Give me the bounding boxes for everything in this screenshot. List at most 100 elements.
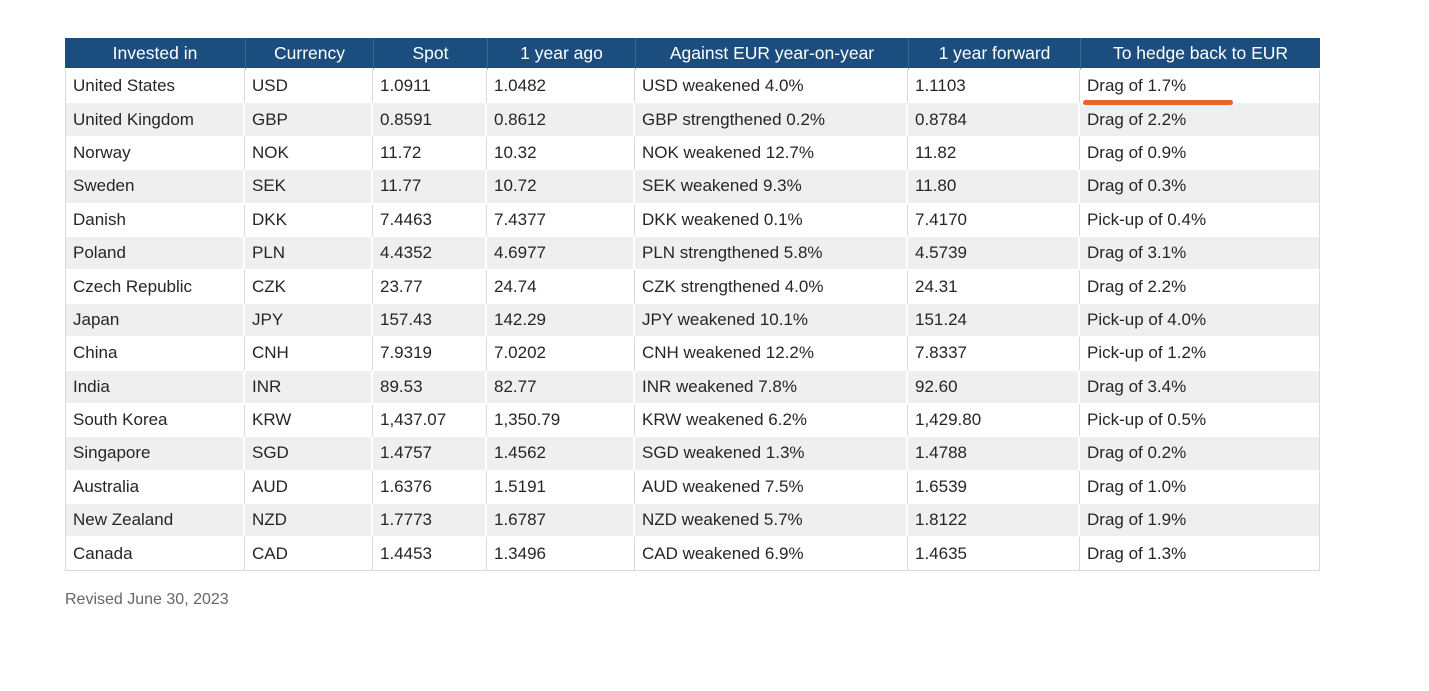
cell-to-hedge-back-to-eur: Drag of 0.2%	[1080, 437, 1320, 471]
column-header-invested-in: Invested in	[65, 38, 245, 70]
table-header-row: Invested in Currency Spot 1 year ago Aga…	[65, 38, 1320, 70]
cell-to-hedge-back-to-eur: Drag of 1.9%	[1080, 504, 1320, 538]
cell-one-year-forward: 4.5739	[908, 236, 1080, 271]
cell-invested-in: Japan	[65, 303, 245, 338]
cell-against-eur-yoy: INR weakened 7.8%	[635, 370, 908, 404]
cell-against-eur-yoy: SEK weakened 9.3%	[635, 170, 908, 204]
cell-one-year-forward: 7.8337	[908, 337, 1080, 371]
cell-invested-in: Australia	[65, 470, 245, 505]
cell-one-year-ago: 142.29	[487, 303, 635, 338]
table-row-japan: Japan JPY 157.43 142.29 JPY weakened 10.1% 15…	[65, 303, 1320, 338]
cell-currency: KRW	[245, 403, 373, 438]
cell-invested-in: China	[65, 337, 245, 371]
cell-one-year-forward: 0.8784	[908, 103, 1080, 137]
cell-currency: JPY	[245, 303, 373, 338]
cell-one-year-forward: 1,429.80	[908, 403, 1080, 438]
table-row-india: India INR 89.53 82.77 INR weakened 7.8% 92.60…	[65, 370, 1320, 404]
cell-against-eur-yoy: SGD weakened 1.3%	[635, 437, 908, 471]
cell-against-eur-yoy: CNH weakened 12.2%	[635, 337, 908, 371]
cell-one-year-ago: 1,350.79	[487, 403, 635, 438]
cell-invested-in: South Korea	[65, 403, 245, 438]
cell-currency: AUD	[245, 470, 373, 505]
cell-invested-in: Poland	[65, 236, 245, 271]
cell-currency: SGD	[245, 437, 373, 471]
cell-to-hedge-back-to-eur: Pick-up of 0.5%	[1080, 403, 1320, 438]
cell-one-year-forward: 1.4635	[908, 537, 1080, 571]
cell-one-year-ago: 10.72	[487, 170, 635, 204]
cell-invested-in: New Zealand	[65, 504, 245, 538]
cell-currency: INR	[245, 370, 373, 404]
cell-spot: 7.9319	[373, 337, 487, 371]
table-row-canada: Canada CAD 1.4453 1.3496 CAD weakened 6.9% 1.…	[65, 537, 1320, 571]
cell-invested-in: Sweden	[65, 170, 245, 204]
cell-one-year-forward: 24.31	[908, 270, 1080, 304]
cell-spot: 1.0911	[373, 70, 487, 104]
cell-spot: 11.72	[373, 136, 487, 171]
cell-one-year-forward: 151.24	[908, 303, 1080, 338]
cell-one-year-ago: 1.3496	[487, 537, 635, 571]
cell-currency: CAD	[245, 537, 373, 571]
cell-against-eur-yoy: CZK strengthened 4.0%	[635, 270, 908, 304]
cell-one-year-ago: 1.5191	[487, 470, 635, 505]
cell-one-year-forward: 1.1103	[908, 70, 1080, 104]
cell-one-year-ago: 7.0202	[487, 337, 635, 371]
cell-currency: DKK	[245, 203, 373, 237]
cell-currency: GBP	[245, 103, 373, 137]
drag-highlight-underline-annotation	[1083, 100, 1233, 105]
cell-spot: 1.4453	[373, 537, 487, 571]
cell-spot: 23.77	[373, 270, 487, 304]
table-row-united-states: United States USD 1.0911 1.0482 USD weakened…	[65, 70, 1320, 104]
cell-spot: 1.7773	[373, 504, 487, 538]
cell-invested-in: Czech Republic	[65, 270, 245, 304]
cell-against-eur-yoy: DKK weakened 0.1%	[635, 203, 908, 237]
cell-to-hedge-back-to-eur: Drag of 1.3%	[1080, 537, 1320, 571]
table-row-czech-republic: Czech Republic CZK 23.77 24.74 CZK strengthe…	[65, 270, 1320, 304]
revised-date-note: Revised June 30, 2023	[65, 591, 229, 608]
cell-one-year-ago: 1.6787	[487, 504, 635, 538]
fx-hedging-table: Invested in Currency Spot 1 year ago Aga…	[65, 38, 1320, 571]
cell-against-eur-yoy: GBP strengthened 0.2%	[635, 103, 908, 137]
cell-one-year-ago: 10.32	[487, 136, 635, 171]
column-header-spot: Spot	[373, 38, 487, 70]
table-row-australia: Australia AUD 1.6376 1.5191 AUD weakened 7.5…	[65, 470, 1320, 505]
cell-one-year-ago: 1.0482	[487, 70, 635, 104]
cell-to-hedge-back-to-eur: Pick-up of 0.4%	[1080, 203, 1320, 237]
table-row-poland: Poland PLN 4.4352 4.6977 PLN strengthened 5.…	[65, 236, 1320, 271]
cell-currency: NZD	[245, 504, 373, 538]
cell-to-hedge-back-to-eur: Pick-up of 1.2%	[1080, 337, 1320, 371]
cell-currency: SEK	[245, 170, 373, 204]
cell-to-hedge-back-to-eur: Drag of 0.9%	[1080, 136, 1320, 171]
cell-spot: 1.4757	[373, 437, 487, 471]
cell-invested-in: Singapore	[65, 437, 245, 471]
cell-invested-in: Danish	[65, 203, 245, 237]
cell-spot: 89.53	[373, 370, 487, 404]
column-header-1-year-forward: 1 year forward	[908, 38, 1080, 70]
table-row-new-zealand: New Zealand NZD 1.7773 1.6787 NZD weakened 5…	[65, 504, 1320, 538]
cell-to-hedge-back-to-eur: Drag of 0.3%	[1080, 170, 1320, 204]
table-row-singapore: Singapore SGD 1.4757 1.4562 SGD weakened 1.3…	[65, 437, 1320, 471]
cell-to-hedge-back-to-eur: Drag of 2.2%	[1080, 270, 1320, 304]
cell-to-hedge-back-to-eur: Drag of 3.4%	[1080, 370, 1320, 404]
cell-one-year-ago: 1.4562	[487, 437, 635, 471]
cell-invested-in: Norway	[65, 136, 245, 171]
column-header-against-eur-yoy: Against EUR year-on-year	[635, 38, 908, 70]
cell-against-eur-yoy: AUD weakened 7.5%	[635, 470, 908, 505]
cell-one-year-forward: 1.6539	[908, 470, 1080, 505]
cell-spot: 1.6376	[373, 470, 487, 505]
table-row-sweden: Sweden SEK 11.77 10.72 SEK weakened 9.3% 11.8…	[65, 170, 1320, 204]
cell-invested-in: United Kingdom	[65, 103, 245, 137]
fx-table-container: Invested in Currency Spot 1 year ago Aga…	[65, 38, 1320, 571]
cell-one-year-ago: 4.6977	[487, 236, 635, 271]
cell-currency: PLN	[245, 236, 373, 271]
table-row-norway: Norway NOK 11.72 10.32 NOK weakened 12.7% 11.…	[65, 136, 1320, 171]
cell-spot: 7.4463	[373, 203, 487, 237]
cell-spot: 4.4352	[373, 236, 487, 271]
table-row-danish: Danish DKK 7.4463 7.4377 DKK weakened 0.1% 7.…	[65, 203, 1320, 237]
cell-currency: NOK	[245, 136, 373, 171]
cell-to-hedge-back-to-eur: Drag of 3.1%	[1080, 236, 1320, 271]
cell-spot: 157.43	[373, 303, 487, 338]
table-row-united-kingdom: United Kingdom GBP 0.8591 0.8612 GBP strengt…	[65, 103, 1320, 137]
cell-against-eur-yoy: NZD weakened 5.7%	[635, 504, 908, 538]
cell-spot: 0.8591	[373, 103, 487, 137]
